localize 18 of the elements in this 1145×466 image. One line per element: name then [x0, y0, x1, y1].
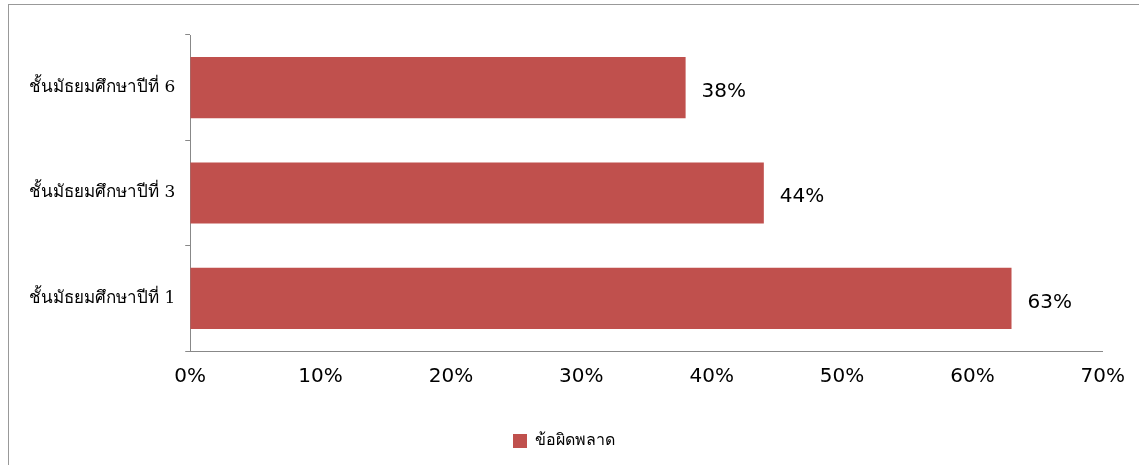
x-tick-label: 60%	[950, 363, 995, 388]
x-tick-label: 10%	[298, 363, 343, 388]
y-tick-label: ชั้นมัธยมศึกษาปีที่ 1	[28, 284, 176, 307]
legend-label: ข้อผิดพลาด	[535, 430, 615, 450]
x-tick-label: 70%	[1080, 363, 1125, 388]
data-label: 44%	[779, 183, 825, 208]
y-tick-label: ชั้นมัธยมศึกษาปีที่ 6	[28, 74, 176, 97]
x-tick-label: 40%	[689, 363, 734, 388]
y-tick-label: ชั้นมัธยมศึกษาปีที่ 3	[28, 179, 176, 202]
bar	[190, 162, 764, 224]
x-tick-label: 0%	[174, 363, 207, 388]
data-label: 63%	[1027, 288, 1072, 313]
data-label: 38%	[701, 77, 747, 102]
x-tick-label: 30%	[559, 363, 604, 388]
x-tick-label: 50%	[819, 363, 865, 388]
bar	[190, 267, 1012, 329]
bar	[190, 57, 686, 119]
x-tick-label: 20%	[428, 363, 474, 388]
